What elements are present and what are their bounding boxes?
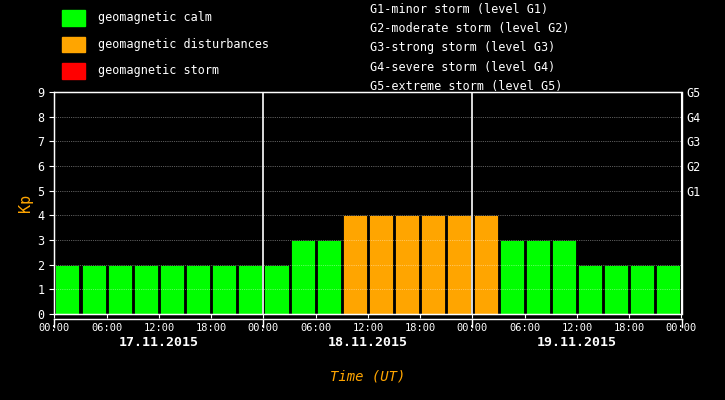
Bar (343, 215, 367, 314)
Bar (395, 215, 419, 314)
Y-axis label: Kp: Kp (18, 194, 33, 212)
Bar (473, 215, 497, 314)
Text: geomagnetic storm: geomagnetic storm (98, 64, 219, 77)
FancyBboxPatch shape (62, 37, 85, 52)
Bar (265, 265, 289, 314)
Text: G2-moderate storm (level G2): G2-moderate storm (level G2) (370, 22, 569, 35)
Bar (369, 215, 393, 314)
Bar (552, 240, 576, 314)
Text: 17.11.2015: 17.11.2015 (119, 336, 199, 349)
Bar (212, 265, 236, 314)
Bar (447, 215, 471, 314)
Bar (500, 240, 523, 314)
FancyBboxPatch shape (62, 10, 85, 26)
Text: G5-extreme storm (level G5): G5-extreme storm (level G5) (370, 80, 562, 93)
FancyBboxPatch shape (62, 64, 85, 79)
Bar (630, 265, 655, 314)
Bar (526, 240, 550, 314)
Bar (421, 215, 445, 314)
Bar (239, 265, 262, 314)
Text: geomagnetic disturbances: geomagnetic disturbances (98, 38, 269, 51)
Bar (186, 265, 210, 314)
Bar (656, 265, 681, 314)
Bar (81, 265, 106, 314)
Text: G1-minor storm (level G1): G1-minor storm (level G1) (370, 3, 548, 16)
Bar (604, 265, 628, 314)
Bar (291, 240, 315, 314)
Text: G3-strong storm (level G3): G3-strong storm (level G3) (370, 41, 555, 54)
Text: 19.11.2015: 19.11.2015 (537, 336, 617, 349)
Bar (578, 265, 602, 314)
Bar (317, 240, 341, 314)
Text: G4-severe storm (level G4): G4-severe storm (level G4) (370, 61, 555, 74)
Bar (160, 265, 184, 314)
Bar (134, 265, 158, 314)
Bar (55, 265, 80, 314)
Text: geomagnetic calm: geomagnetic calm (98, 11, 212, 24)
Text: 18.11.2015: 18.11.2015 (328, 336, 408, 349)
Text: Time (UT): Time (UT) (331, 370, 405, 384)
Bar (108, 265, 132, 314)
